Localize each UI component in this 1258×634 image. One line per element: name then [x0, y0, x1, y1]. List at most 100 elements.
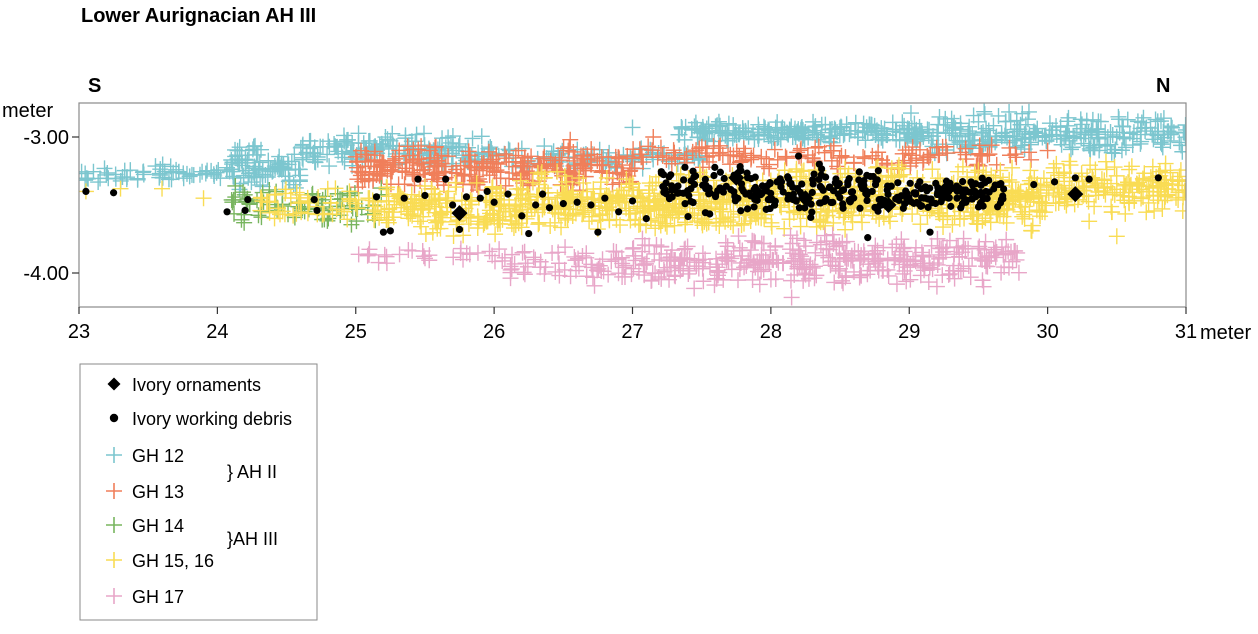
data-point-gh-12 — [807, 118, 824, 135]
data-point-gh-15-16 — [1126, 192, 1143, 209]
data-point-ivory-working-debris — [932, 179, 940, 188]
data-point-gh-17 — [987, 239, 1004, 256]
data-point-gh-17 — [675, 260, 692, 277]
data-point-gh-15-16 — [378, 179, 395, 196]
data-point-gh-17 — [445, 249, 462, 266]
data-point-gh-17 — [648, 237, 665, 254]
data-point-gh-13 — [462, 153, 479, 170]
x-tick-label: 24 — [206, 321, 228, 343]
data-point-gh-15-16 — [656, 206, 673, 223]
data-point-gh-17 — [753, 246, 770, 263]
data-point-ivory-working-debris — [720, 174, 728, 183]
data-point-gh-17 — [960, 240, 977, 257]
data-point-gh-13 — [396, 176, 413, 193]
data-point-ivory-working-debris — [967, 178, 975, 186]
data-point-gh-12 — [226, 170, 243, 187]
data-point-ivory-working-debris — [809, 176, 817, 184]
data-point-gh-17 — [503, 261, 520, 278]
data-point-ivory-working-debris — [687, 197, 695, 206]
data-point-gh-15-16 — [341, 183, 358, 200]
data-point-gh-17 — [391, 246, 408, 263]
data-point-gh-13 — [1008, 149, 1025, 166]
data-point-gh-12 — [287, 179, 304, 196]
data-point-gh-17 — [570, 258, 587, 275]
data-point-gh-12 — [203, 162, 220, 179]
data-point-gh-17 — [686, 254, 703, 271]
data-point-gh-15-16 — [641, 175, 658, 192]
data-point-gh-15-16 — [470, 213, 487, 230]
data-point-gh-15-16 — [698, 215, 715, 232]
data-point-gh-13 — [437, 158, 454, 175]
data-point-gh-13 — [562, 131, 579, 148]
data-point-gh-17 — [688, 258, 705, 275]
x-tick-label: 29 — [898, 321, 920, 343]
legend-item-gh12: GH 12 — [106, 446, 184, 466]
data-point-gh-12 — [251, 154, 268, 171]
data-point-gh-12 — [915, 128, 932, 145]
data-point-ivory-working-debris — [1050, 178, 1059, 186]
data-point-gh-17 — [812, 236, 829, 253]
data-point-gh-12 — [1059, 113, 1076, 130]
data-point-gh-17 — [875, 262, 892, 279]
data-point-gh-13 — [401, 154, 418, 171]
data-point-gh-12 — [240, 142, 257, 159]
data-point-gh-12 — [482, 139, 499, 156]
data-point-ivory-working-debris — [414, 175, 422, 183]
data-point-gh-15-16 — [618, 171, 635, 188]
data-point-gh-13 — [855, 148, 872, 165]
data-point-gh-12 — [997, 113, 1014, 130]
data-point-gh-15-16 — [1070, 173, 1087, 190]
data-point-ivory-working-debris — [836, 193, 844, 202]
data-point-gh-17 — [941, 232, 958, 249]
data-point-ivory-working-debris — [801, 204, 809, 212]
data-point-gh-13 — [745, 147, 762, 164]
data-point-gh-17 — [808, 234, 825, 251]
data-point-gh-15-16 — [690, 200, 707, 217]
data-point-gh-15-16 — [575, 174, 592, 191]
data-point-gh-15-16 — [550, 206, 567, 223]
data-point-gh-15-16 — [1122, 176, 1139, 193]
data-point-gh-13 — [480, 143, 497, 160]
data-point-gh-12 — [793, 118, 810, 135]
data-point-gh-17 — [600, 266, 617, 283]
data-point-gh-12 — [151, 167, 168, 184]
series-ivory-working-debris — [82, 152, 1162, 242]
data-point-gh-15-16 — [647, 220, 664, 237]
data-point-gh-17 — [697, 251, 714, 268]
data-point-ivory-working-debris — [844, 181, 852, 189]
data-point-gh-13 — [608, 153, 625, 170]
data-point-gh-12 — [1116, 130, 1133, 147]
data-point-gh-12 — [451, 135, 468, 152]
data-point-gh-17 — [516, 266, 533, 283]
data-point-ivory-working-debris — [1000, 185, 1008, 193]
data-point-gh-17 — [1007, 242, 1024, 259]
legend-marker — [106, 447, 122, 463]
data-point-gh-12 — [737, 122, 754, 139]
data-point-gh-15-16 — [336, 203, 353, 220]
data-point-gh-12 — [257, 167, 274, 184]
data-point-gh-13 — [914, 154, 931, 171]
data-point-gh-17 — [496, 249, 513, 266]
data-point-gh-13 — [452, 157, 469, 174]
chart-title: Lower Aurignacian AH III — [81, 5, 316, 27]
data-point-gh-15-16 — [154, 180, 171, 197]
data-point-gh-12 — [813, 116, 830, 133]
data-point-gh-12 — [755, 118, 772, 135]
data-point-ivory-working-debris — [991, 181, 999, 189]
data-point-ivory-working-debris — [926, 184, 934, 192]
data-point-gh-17 — [610, 251, 627, 268]
data-point-gh-12 — [241, 165, 258, 182]
data-point-gh-13 — [481, 167, 498, 184]
data-point-gh-13 — [645, 129, 662, 145]
legend-box — [79, 363, 318, 621]
data-point-ivory-working-debris — [372, 193, 381, 201]
data-point-gh-17 — [955, 230, 972, 247]
data-point-ivory-working-debris — [691, 172, 700, 180]
data-point-gh-17 — [659, 259, 676, 276]
data-point-gh-15-16 — [1061, 153, 1078, 170]
data-point-gh-15-16 — [1056, 193, 1073, 210]
data-point-gh-17 — [400, 242, 417, 259]
data-point-gh-12 — [294, 151, 311, 168]
data-point-gh-15-16 — [1123, 158, 1140, 175]
data-point-gh-12 — [1119, 111, 1136, 128]
